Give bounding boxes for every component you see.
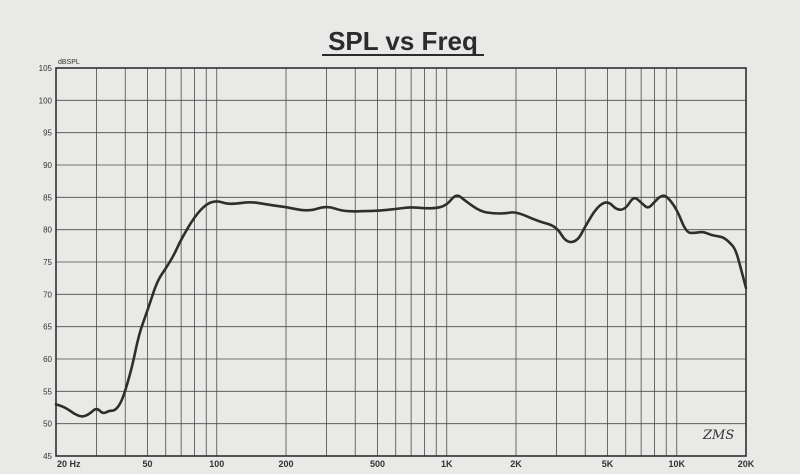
y-tick-label: 80 bbox=[43, 226, 52, 235]
y-tick-label: 100 bbox=[39, 96, 53, 105]
x-tick-label: 10K bbox=[669, 459, 686, 469]
y-tick-label: 50 bbox=[43, 420, 52, 429]
y-axis-unit-label: dBSPL bbox=[58, 59, 80, 66]
x-tick-labels: 20 Hz 50 100 200 500 1K 2K 5K 10K 20K bbox=[57, 459, 755, 469]
y-tick-label: 90 bbox=[43, 161, 52, 170]
y-tick-label: 65 bbox=[43, 323, 52, 332]
y-tick-label: 45 bbox=[43, 452, 52, 461]
y-tick-labels: 105 100 95 90 85 80 75 70 65 60 55 50 45 bbox=[39, 64, 53, 461]
grid-lines bbox=[55, 67, 747, 457]
x-tick-label: 500 bbox=[370, 459, 385, 469]
y-tick-label: 70 bbox=[43, 290, 52, 299]
x-tick-label: 200 bbox=[278, 459, 293, 469]
chart-title: SPL vs Freq bbox=[328, 26, 478, 56]
x-tick-label: 5K bbox=[602, 459, 614, 469]
y-tick-label: 95 bbox=[43, 129, 52, 138]
x-tick-label: 2K bbox=[510, 459, 522, 469]
spl-response-curve bbox=[54, 194, 748, 418]
signature: ZMS bbox=[702, 428, 734, 443]
x-tick-label: 50 bbox=[143, 459, 153, 469]
y-tick-label: 85 bbox=[43, 193, 52, 202]
y-tick-label: 105 bbox=[39, 64, 53, 73]
y-tick-label: 55 bbox=[43, 387, 52, 396]
x-tick-label: 20K bbox=[738, 459, 755, 469]
x-tick-label: 100 bbox=[209, 459, 224, 469]
x-tick-label: 1K bbox=[441, 459, 453, 469]
y-tick-label: 75 bbox=[43, 258, 52, 267]
x-tick-label: 20 Hz bbox=[57, 459, 81, 469]
plot-frame bbox=[55, 67, 747, 457]
y-tick-label: 60 bbox=[43, 355, 52, 364]
